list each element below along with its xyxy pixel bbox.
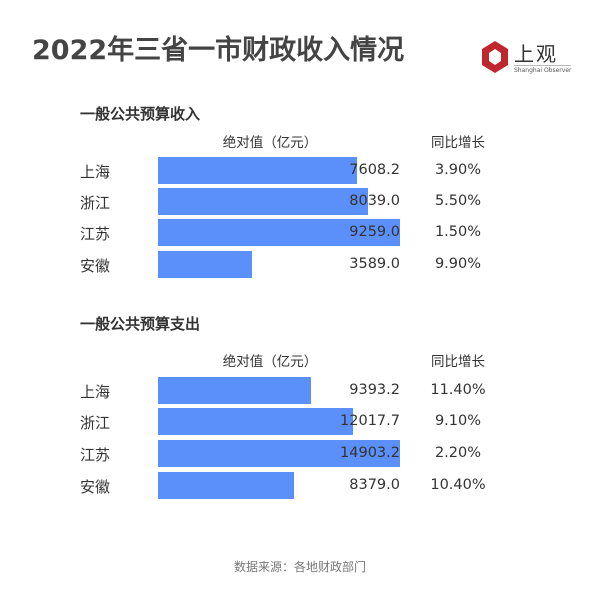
growth-label: 1.50% — [434, 224, 482, 240]
bar — [158, 157, 357, 184]
region-label: 浙江 — [80, 414, 111, 432]
bar — [158, 188, 369, 215]
table-row: 安徽 8379.0 10.40% — [0, 472, 600, 499]
value-column-header: 绝对值（亿元） — [222, 135, 318, 151]
region-label: 上海 — [80, 383, 111, 401]
growth-label: 3.90% — [434, 162, 482, 178]
bar — [158, 472, 295, 499]
page-title: 2022年三省一市财政收入情况 — [32, 35, 405, 66]
region-label: 安徽 — [80, 257, 111, 275]
logo-subtitle: Shanghai Observer — [514, 65, 572, 74]
bar — [158, 440, 400, 467]
value-label: 9259.0 — [349, 224, 400, 240]
growth-label: 9.90% — [434, 256, 482, 272]
value-label: 9393.2 — [349, 382, 400, 398]
region-label: 江苏 — [80, 446, 111, 464]
growth-label: 10.40% — [430, 477, 486, 493]
growth-label: 11.40% — [430, 382, 486, 398]
value-label: 12017.7 — [340, 413, 400, 429]
table-row: 浙江 12017.7 9.10% — [0, 408, 600, 435]
growth-label: 2.20% — [434, 445, 482, 461]
section-title: 一般公共预算收入 — [80, 105, 201, 123]
value-label: 3589.0 — [349, 256, 400, 272]
growth-label: 9.10% — [434, 413, 482, 429]
table-row: 浙江 8039.0 5.50% — [0, 188, 600, 215]
source-note: 数据来源：各地财政部门 — [233, 560, 367, 574]
section-title: 一般公共预算支出 — [80, 315, 201, 333]
logo-name: 上观 — [514, 42, 558, 66]
value-label: 8379.0 — [349, 477, 400, 493]
table-row: 上海 9393.2 11.40% — [0, 377, 600, 404]
shanghai-observer-logo: 上观 Shanghai Observer — [480, 38, 580, 78]
growth-column-header: 同比增长 — [431, 354, 485, 370]
bar — [158, 219, 400, 246]
bar — [158, 408, 354, 435]
region-label: 安徽 — [80, 478, 111, 496]
value-label: 8039.0 — [349, 193, 400, 209]
hexagon-logo-icon — [482, 41, 508, 73]
table-row: 上海 7608.2 3.90% — [0, 157, 600, 184]
growth-column-header: 同比增长 — [431, 135, 485, 151]
value-label: 7608.2 — [349, 162, 400, 178]
region-label: 浙江 — [80, 194, 111, 212]
bar — [158, 377, 311, 404]
table-row: 江苏 14903.2 2.20% — [0, 440, 600, 467]
value-label: 14903.2 — [340, 445, 400, 461]
table-row: 江苏 9259.0 1.50% — [0, 219, 600, 246]
bar — [158, 251, 252, 278]
table-row: 安徽 3589.0 9.90% — [0, 251, 600, 278]
region-label: 上海 — [80, 163, 111, 181]
value-column-header: 绝对值（亿元） — [222, 354, 318, 370]
region-label: 江苏 — [80, 225, 111, 243]
growth-label: 5.50% — [434, 193, 482, 209]
